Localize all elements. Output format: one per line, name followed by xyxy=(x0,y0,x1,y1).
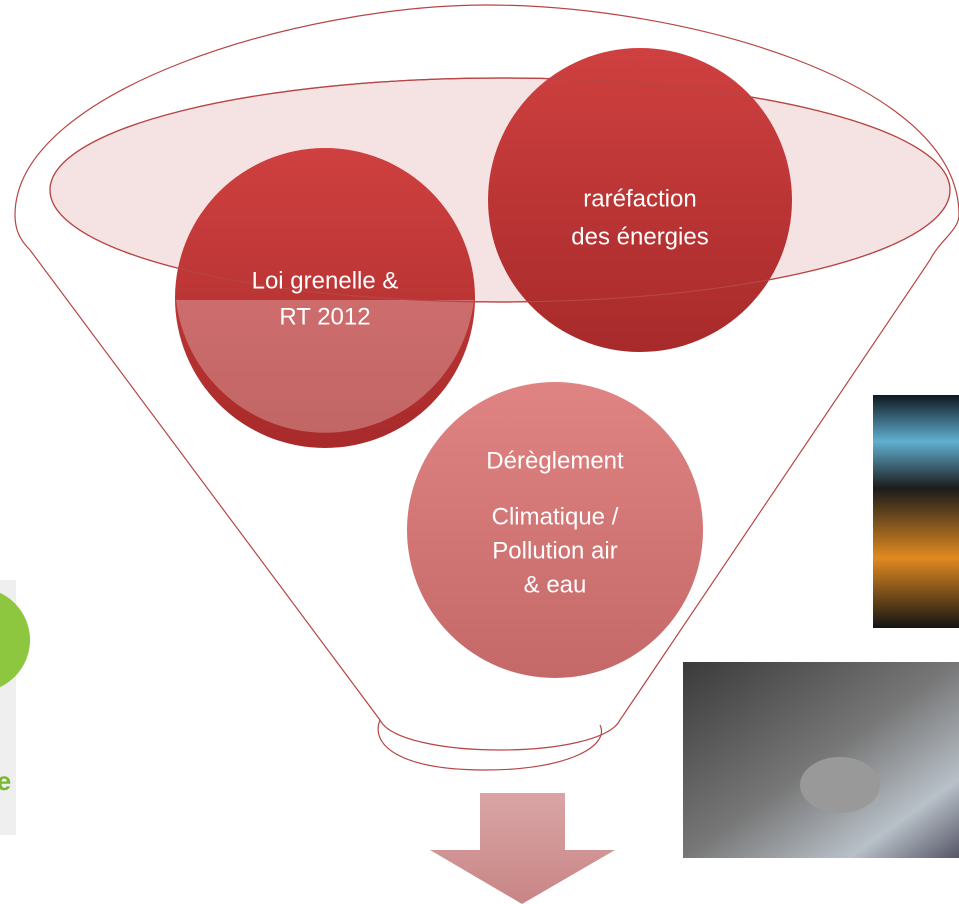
circle-3 xyxy=(407,382,703,678)
photo-nuclear xyxy=(873,395,959,628)
node-label: Climatique / xyxy=(492,503,619,530)
node-label: raréfaction xyxy=(583,185,696,212)
node-label: Loi grenelle & xyxy=(252,267,399,294)
circle-2 xyxy=(488,48,792,352)
logo-circle xyxy=(0,592,30,688)
node-label: Dérèglement xyxy=(486,447,624,474)
funnel-outline xyxy=(14,4,959,751)
funnel-bottom xyxy=(377,719,603,771)
node-label: Pollution air xyxy=(492,537,617,564)
funnel-top-rim xyxy=(49,77,951,303)
photo-exhaust xyxy=(683,662,959,858)
labels: Loi grenelle & RT 2012 raréfaction des éner… xyxy=(252,185,709,598)
arrow xyxy=(430,793,615,904)
logo-text: e xyxy=(0,766,11,796)
circle-1 xyxy=(175,148,475,448)
node-label: des énergies xyxy=(571,223,708,250)
circle-1-shade xyxy=(176,300,474,433)
node-label: & eau xyxy=(524,571,587,598)
node-label: RT 2012 xyxy=(279,303,370,330)
photo-detail xyxy=(800,757,880,813)
